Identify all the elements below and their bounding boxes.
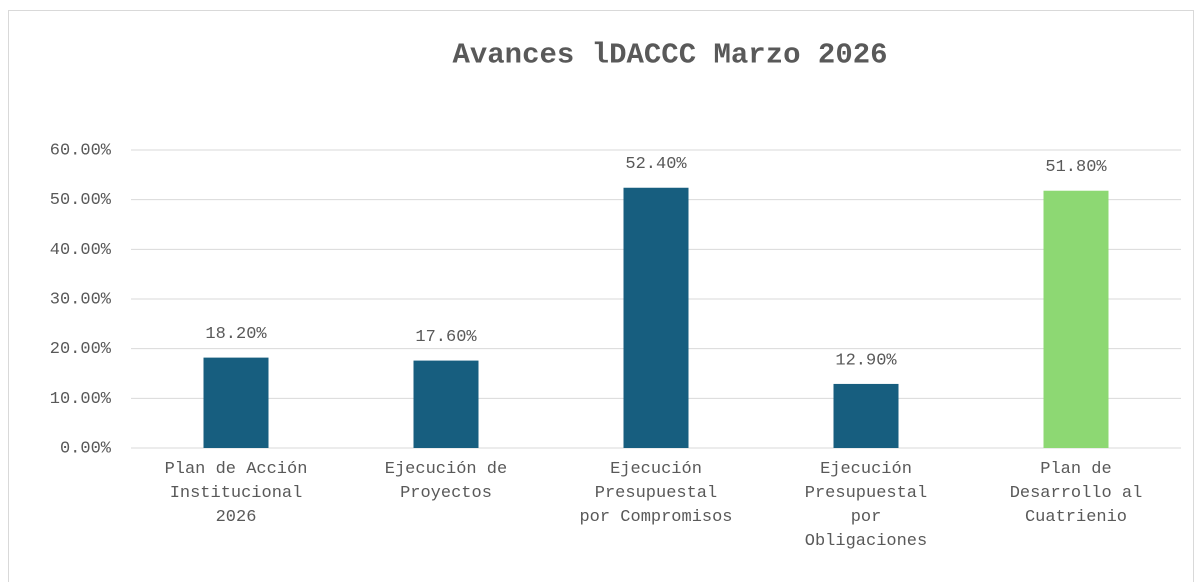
bar	[833, 383, 899, 448]
y-tick-label: 40.00%	[50, 241, 112, 260]
x-tick-label: Ejecución de Proyectos	[384, 460, 508, 503]
bar	[1043, 190, 1109, 448]
y-tick-label: 50.00%	[50, 191, 112, 210]
bar	[623, 187, 689, 448]
y-tick-label: 10.00%	[50, 390, 112, 409]
y-tick-label: 0.00%	[60, 439, 112, 458]
data-label: 12.90%	[835, 351, 897, 370]
chart-border	[8, 10, 1194, 582]
x-tick-label: Plan de Acción Institucional 2026	[164, 460, 308, 527]
chart-title: Avances lDACCC Marzo 2026	[452, 39, 887, 72]
data-label: 18.20%	[205, 325, 267, 344]
bar	[203, 357, 269, 448]
y-tick-label: 60.00%	[50, 141, 112, 160]
data-label: 52.40%	[625, 155, 687, 174]
data-label: 17.60%	[415, 328, 477, 347]
x-tick-label: Plan de Desarrollo al Cuatrienio	[1009, 460, 1143, 527]
data-label: 51.80%	[1045, 158, 1107, 177]
y-tick-label: 20.00%	[50, 340, 112, 359]
x-tick-label: Ejecución Presupuestal por Obligaciones	[804, 460, 928, 551]
x-tick-label: Ejecución Presupuestal por Compromisos	[579, 460, 733, 527]
bar	[413, 360, 479, 448]
y-tick-label: 30.00%	[50, 290, 112, 309]
